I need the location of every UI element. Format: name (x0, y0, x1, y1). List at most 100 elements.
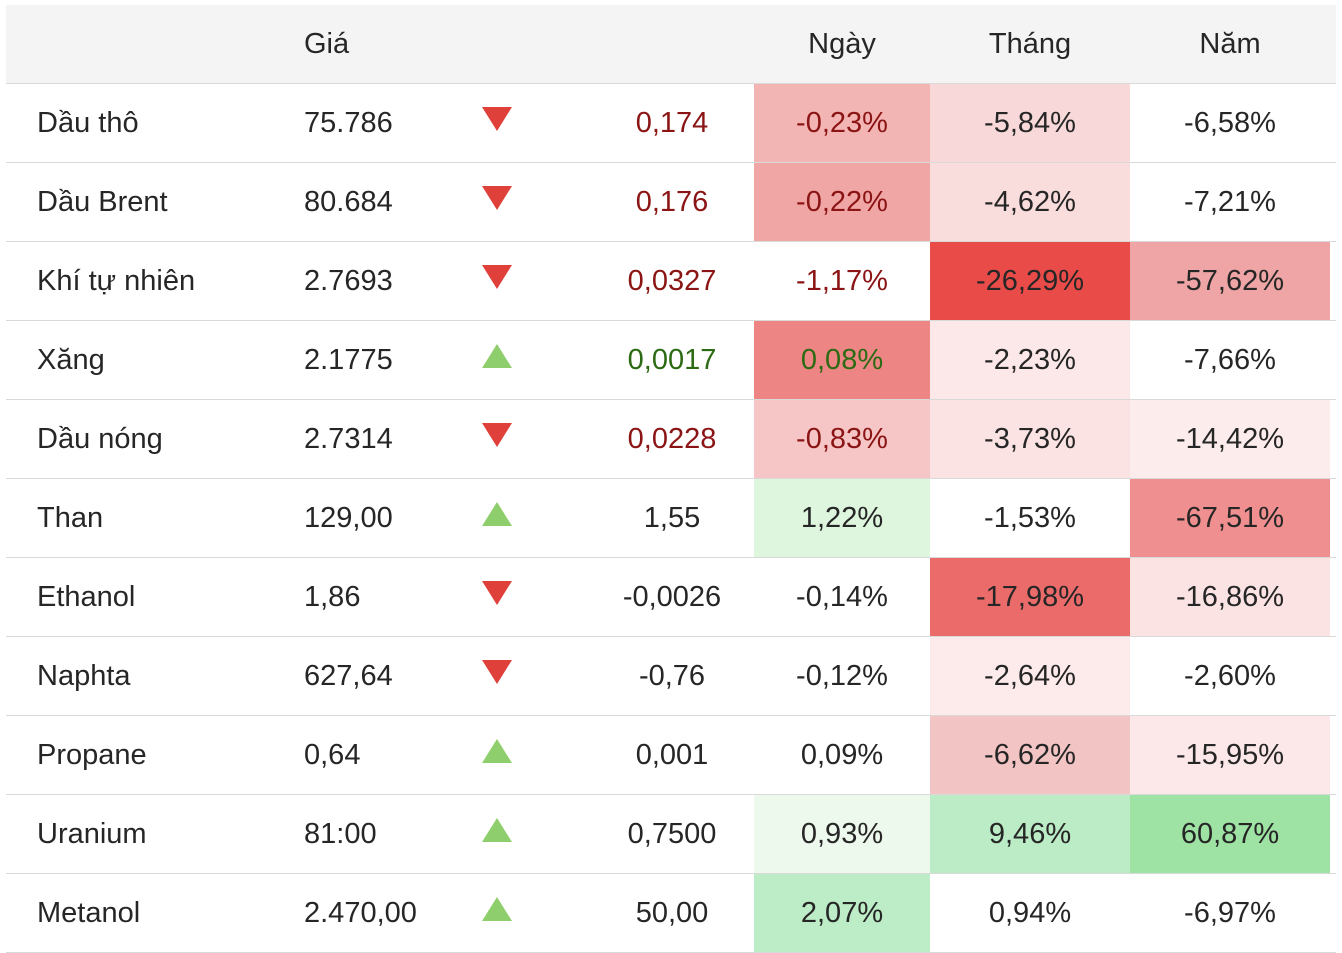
day-change: 2,07% (754, 874, 930, 952)
triangle-down-icon (482, 660, 512, 684)
day-change: -0,23% (754, 84, 930, 162)
commodity-price: 627,64 (304, 659, 393, 692)
year-change: -6,58% (1130, 84, 1330, 162)
month-change: -2,64% (930, 637, 1130, 715)
table-row[interactable]: Xăng 2.1775 0,0017 0,08% -2,23% -7,66% (6, 321, 1336, 400)
day-change: 0,93% (754, 795, 930, 873)
header-year[interactable]: Năm (1199, 27, 1261, 60)
change-value: 0,7500 (627, 817, 717, 850)
commodity-price: 0,64 (304, 738, 361, 771)
direction-cell (468, 84, 568, 162)
direction-cell (468, 479, 568, 557)
month-change: -4,62% (930, 163, 1130, 241)
commodity-name[interactable]: Xăng (37, 343, 105, 376)
change-value: 0,174 (635, 106, 709, 139)
commodity-name[interactable]: Than (37, 501, 104, 534)
commodity-price: 2.470,00 (304, 896, 417, 929)
year-change: -7,21% (1130, 163, 1330, 241)
table-row[interactable]: Dầu nóng 2.7314 0,0228 -0,83% -3,73% -14… (6, 400, 1336, 479)
table-row[interactable]: Uranium 81:00 0,7500 0,93% 9,46% 60,87% (6, 795, 1336, 874)
day-change: 0,08% (754, 321, 930, 399)
direction-cell (468, 163, 568, 241)
triangle-up-icon (482, 897, 512, 921)
day-change: -0,22% (754, 163, 930, 241)
table-header-row: Giá Ngày Tháng Năm (6, 5, 1336, 84)
commodity-name[interactable]: Ethanol (37, 580, 136, 613)
direction-cell (468, 558, 568, 636)
month-change: -2,23% (930, 321, 1130, 399)
triangle-up-icon (482, 502, 512, 526)
table-row[interactable]: Dầu thô 75.786 0,174 -0,23% -5,84% -6,58… (6, 84, 1336, 163)
triangle-down-icon (482, 423, 512, 447)
year-change: -16,86% (1130, 558, 1330, 636)
header-day[interactable]: Ngày (808, 27, 876, 60)
commodity-price: 81:00 (304, 817, 377, 850)
table-row[interactable]: Khí tự nhiên 2.7693 0,0327 -1,17% -26,29… (6, 242, 1336, 321)
commodities-table: Giá Ngày Tháng Năm Dầu thô 75.786 0,174 … (6, 5, 1336, 953)
table-row[interactable]: Ethanol 1,86 -0,0026 -0,14% -17,98% -16,… (6, 558, 1336, 637)
triangle-down-icon (482, 107, 512, 131)
header-price[interactable]: Giá (304, 27, 350, 60)
change-value: 0,001 (635, 738, 709, 771)
commodity-price: 2.7693 (304, 264, 393, 297)
triangle-down-icon (482, 581, 512, 605)
direction-cell (468, 321, 568, 399)
change-value: 0,0327 (627, 264, 717, 297)
direction-cell (468, 637, 568, 715)
commodity-price: 1,86 (304, 580, 361, 613)
commodity-price: 2.7314 (304, 422, 393, 455)
table-row[interactable]: Dầu Brent 80.684 0,176 -0,22% -4,62% -7,… (6, 163, 1336, 242)
header-direction (468, 5, 568, 83)
day-change: -0,14% (754, 558, 930, 636)
change-value: -0,0026 (622, 580, 722, 613)
day-change: -0,83% (754, 400, 930, 478)
direction-cell (468, 716, 568, 794)
day-change: -0,12% (754, 637, 930, 715)
year-change: -57,62% (1130, 242, 1330, 320)
triangle-down-icon (482, 265, 512, 289)
commodity-name[interactable]: Khí tự nhiên (37, 264, 196, 297)
direction-cell (468, 400, 568, 478)
month-change: -5,84% (930, 84, 1130, 162)
commodity-name[interactable]: Dầu Brent (37, 185, 168, 218)
day-change: 0,09% (754, 716, 930, 794)
year-change: -15,95% (1130, 716, 1330, 794)
day-change: 1,22% (754, 479, 930, 557)
triangle-down-icon (482, 186, 512, 210)
triangle-up-icon (482, 818, 512, 842)
year-change: -7,66% (1130, 321, 1330, 399)
header-name (6, 5, 272, 83)
commodity-name[interactable]: Dầu thô (37, 106, 139, 139)
day-change: -1,17% (754, 242, 930, 320)
month-change: -17,98% (930, 558, 1130, 636)
table-row[interactable]: Metanol 2.470,00 50,00 2,07% 0,94% -6,97… (6, 874, 1336, 953)
triangle-up-icon (482, 739, 512, 763)
month-change: -26,29% (930, 242, 1130, 320)
commodity-name[interactable]: Propane (37, 738, 147, 771)
year-change: -67,51% (1130, 479, 1330, 557)
triangle-up-icon (482, 344, 512, 368)
commodity-name[interactable]: Dầu nóng (37, 422, 163, 455)
change-value: -0,76 (638, 659, 706, 692)
table-row[interactable]: Than 129,00 1,55 1,22% -1,53% -67,51% (6, 479, 1336, 558)
commodity-name[interactable]: Naphta (37, 659, 131, 692)
direction-cell (468, 795, 568, 873)
header-change (568, 5, 754, 83)
change-value: 0,0017 (627, 343, 717, 376)
commodity-name[interactable]: Uranium (37, 817, 147, 850)
header-month[interactable]: Tháng (988, 27, 1072, 60)
table-body: Dầu thô 75.786 0,174 -0,23% -5,84% -6,58… (6, 84, 1336, 953)
commodity-price: 2.1775 (304, 343, 393, 376)
commodity-name[interactable]: Metanol (37, 896, 141, 929)
month-change: 0,94% (930, 874, 1130, 952)
table-row[interactable]: Naphta 627,64 -0,76 -0,12% -2,64% -2,60% (6, 637, 1336, 716)
change-value: 50,00 (635, 896, 709, 929)
month-change: -3,73% (930, 400, 1130, 478)
month-change: -1,53% (930, 479, 1130, 557)
commodity-price: 129,00 (304, 501, 393, 534)
year-change: -14,42% (1130, 400, 1330, 478)
table-row[interactable]: Propane 0,64 0,001 0,09% -6,62% -15,95% (6, 716, 1336, 795)
change-value: 0,176 (635, 185, 709, 218)
change-value: 1,55 (643, 501, 701, 534)
year-change: -2,60% (1130, 637, 1330, 715)
